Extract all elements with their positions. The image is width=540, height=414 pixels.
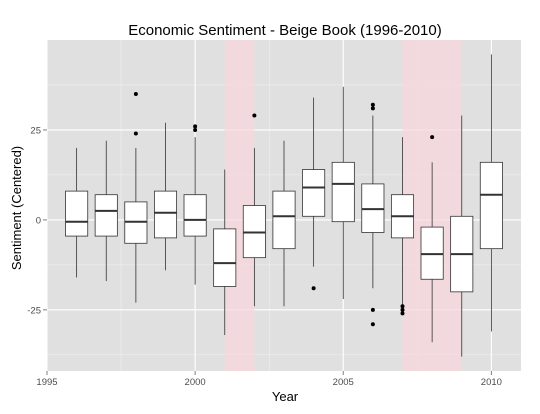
outlier-point (370, 106, 375, 111)
outlier-point (370, 102, 375, 107)
outlier-point (400, 304, 405, 309)
chart-title: Economic Sentiment - Beige Book (1996-20… (128, 22, 442, 39)
box-iqr (94, 194, 118, 237)
box-iqr (213, 228, 237, 287)
x-axis-title: Year (272, 389, 299, 404)
outlier-point (311, 286, 316, 291)
box-2000 (183, 124, 207, 285)
box-2008 (420, 135, 444, 343)
box-2002 (242, 113, 266, 307)
outlier-point (370, 307, 375, 312)
box-iqr (331, 161, 355, 223)
box-1999 (153, 122, 178, 271)
box-iqr (302, 169, 326, 217)
outlier-point (133, 131, 138, 136)
box-2003 (272, 140, 296, 307)
y-tick-label: -25 (27, 305, 41, 316)
box-2001 (213, 169, 237, 336)
box-2004 (302, 97, 326, 291)
x-tick-label: 2000 (185, 377, 206, 388)
box-1997 (94, 140, 118, 282)
y-axis: 25 0 -25 (27, 125, 47, 316)
box-1996 (65, 147, 89, 278)
box-series (65, 54, 503, 357)
outlier-point (370, 322, 375, 327)
box-2005 (331, 86, 355, 300)
x-tick-label: 2005 (333, 377, 354, 388)
outlier-point (133, 91, 138, 96)
outlier-point (193, 124, 198, 129)
box-2009 (450, 115, 474, 357)
y-tick-label: 0 (36, 215, 41, 226)
outlier-point (400, 307, 405, 312)
outlier-point (252, 113, 257, 118)
x-tick-label: 2010 (481, 377, 502, 388)
box-1998 (124, 91, 148, 303)
box-iqr (183, 194, 207, 237)
y-tick-label: 25 (30, 125, 41, 136)
outlier-point (430, 135, 435, 140)
outlier-point (193, 127, 198, 132)
x-axis: 1995 2000 2005 2010 (36, 371, 502, 388)
x-tick-label: 1995 (36, 377, 57, 388)
box-2010 (479, 54, 503, 332)
box-iqr (65, 190, 89, 237)
box-iqr (153, 190, 178, 239)
outlier-point (400, 311, 405, 316)
box-2006 (361, 102, 385, 327)
box-iqr (272, 190, 296, 250)
y-axis-title: Sentiment (Centered) (9, 146, 24, 270)
box-iqr (479, 161, 503, 250)
box-2007 (390, 137, 415, 316)
